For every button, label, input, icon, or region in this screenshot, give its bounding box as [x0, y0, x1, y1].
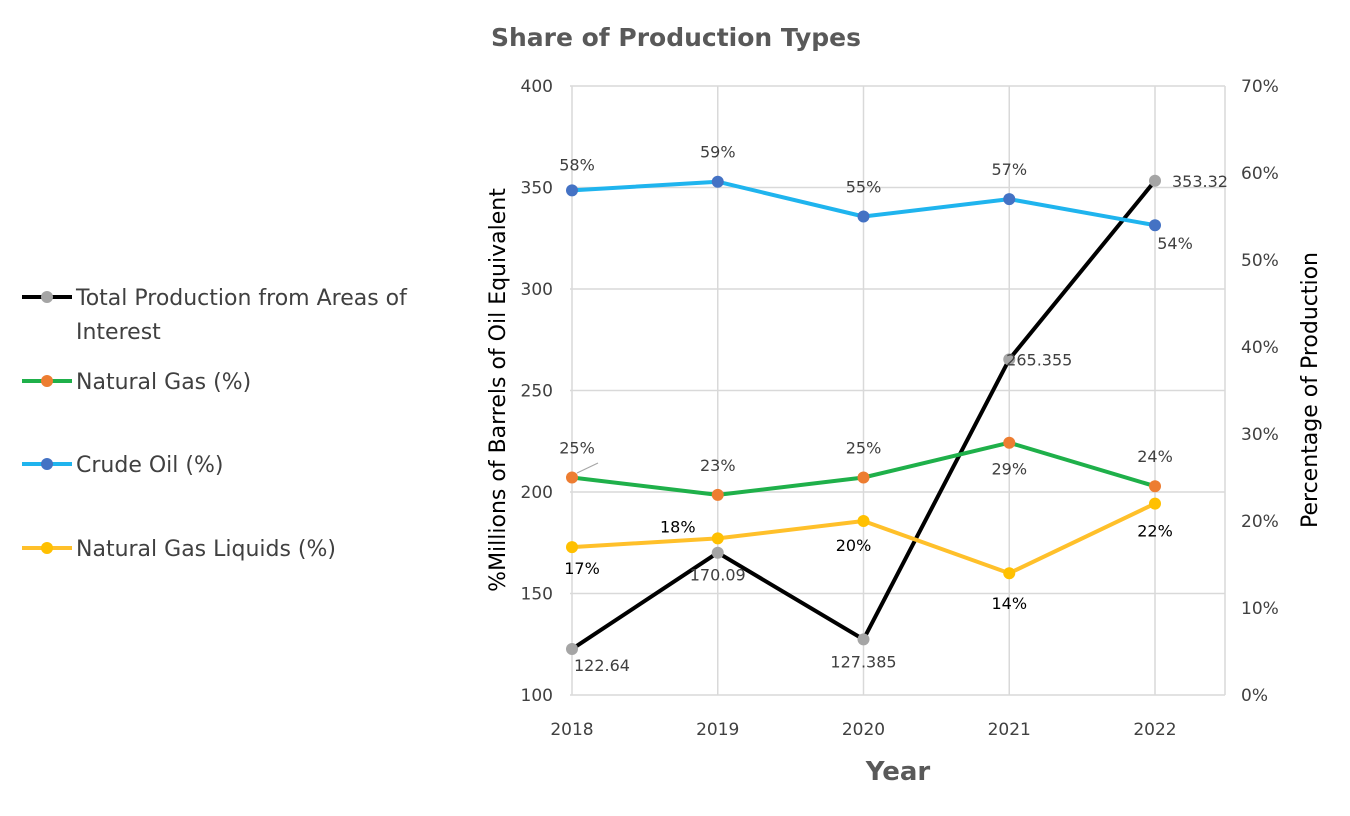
data-label: 55%	[846, 178, 882, 197]
series-marker	[711, 546, 724, 559]
y2-tick-label: 40%	[1241, 338, 1279, 358]
y2-axis-title: Percentage of Production	[1298, 252, 1323, 528]
data-label: 57%	[991, 160, 1027, 179]
series-marker	[1149, 497, 1161, 510]
y2-tick-label: 30%	[1241, 425, 1279, 445]
x-axis-title: Year	[865, 757, 931, 787]
series-group	[566, 174, 1161, 656]
legend-marker	[41, 458, 53, 470]
series-marker	[711, 488, 724, 501]
y-tick-label: 250	[521, 382, 553, 402]
legend-label: Crude Oil (%)	[76, 453, 223, 478]
data-label: 24%	[1137, 447, 1173, 466]
data-label: 170.09	[690, 566, 746, 585]
data-label: 122.64	[574, 656, 630, 675]
series-marker	[1003, 193, 1016, 206]
data-label: 25%	[846, 439, 882, 458]
grid	[570, 85, 1226, 696]
series-marker	[857, 471, 870, 484]
series-marker	[1149, 219, 1161, 232]
data-label: 127.385	[830, 652, 896, 671]
legend-marker	[41, 291, 53, 303]
series-marker	[566, 184, 578, 197]
data-label: 20%	[836, 536, 872, 555]
y2-tick-label: 50%	[1241, 251, 1279, 271]
legend-label: Total Production from Areas of	[75, 286, 408, 311]
data-label: 22%	[1137, 522, 1173, 541]
y2-tick-label: 10%	[1241, 599, 1279, 619]
x-tick-label: 2021	[988, 720, 1031, 740]
series-marker	[1003, 436, 1016, 449]
legend-label: Natural Gas (%)	[76, 370, 251, 395]
y-tick-label: 100	[521, 686, 553, 706]
chart-title: Share of Production Types	[491, 23, 861, 52]
y-axis-title: %Millions of Barrels of Oil Equivalent	[486, 188, 511, 592]
y-tick-label: 150	[521, 585, 553, 605]
series-marker	[1149, 480, 1161, 493]
x-tick-label: 2022	[1133, 720, 1176, 740]
series-marker	[711, 175, 724, 188]
series-marker	[857, 515, 870, 527]
series-marker	[857, 210, 870, 223]
data-label: 14%	[991, 594, 1027, 613]
data-label: 23%	[700, 456, 736, 475]
label-leader-line	[576, 462, 599, 474]
data-labels: 122.64 170.09 127.385 265.355 353.32 25% 23% 25…	[559, 143, 1228, 675]
y-axis-ticks: 100 150 200 250 300 350 400	[521, 77, 553, 706]
series-marker	[566, 541, 578, 554]
y2-tick-label: 70%	[1241, 77, 1279, 97]
series-marker	[711, 532, 724, 545]
y2-tick-label: 20%	[1241, 512, 1279, 532]
series-marker	[857, 633, 870, 646]
legend-marker	[41, 375, 53, 387]
data-label: 17%	[564, 559, 600, 578]
y-tick-label: 350	[521, 179, 553, 199]
x-axis-ticks: 2018 2019 2020 2021 2022	[550, 720, 1176, 740]
data-label: 25%	[559, 439, 595, 458]
data-label: 18%	[660, 517, 696, 536]
x-tick-label: 2019	[696, 720, 739, 740]
x-tick-label: 2018	[550, 720, 593, 740]
legend-marker	[41, 542, 53, 554]
data-label: 353.32	[1172, 172, 1228, 191]
series-marker	[566, 471, 578, 484]
y-tick-label: 300	[521, 280, 553, 300]
y-tick-label: 400	[521, 77, 553, 97]
y2-axis-ticks: 0% 10% 20% 30% 40% 50% 60% 70%	[1241, 77, 1279, 706]
legend-label: Interest	[76, 320, 161, 345]
legend: Total Production from Areas of Interest Na…	[22, 286, 408, 562]
y2-tick-label: 0%	[1241, 686, 1268, 706]
data-label: 59%	[700, 143, 736, 162]
series-marker	[566, 643, 578, 656]
series-marker	[1149, 174, 1161, 187]
data-label: 29%	[991, 460, 1027, 479]
series-marker	[1003, 567, 1016, 580]
data-label: 58%	[559, 155, 595, 174]
legend-label: Natural Gas Liquids (%)	[76, 537, 336, 562]
y-tick-label: 200	[521, 483, 553, 503]
data-label: 265.355	[1006, 350, 1072, 369]
x-tick-label: 2020	[842, 720, 885, 740]
y2-tick-label: 60%	[1241, 164, 1279, 184]
data-label: 54%	[1157, 234, 1193, 253]
series-marker	[1003, 353, 1016, 366]
